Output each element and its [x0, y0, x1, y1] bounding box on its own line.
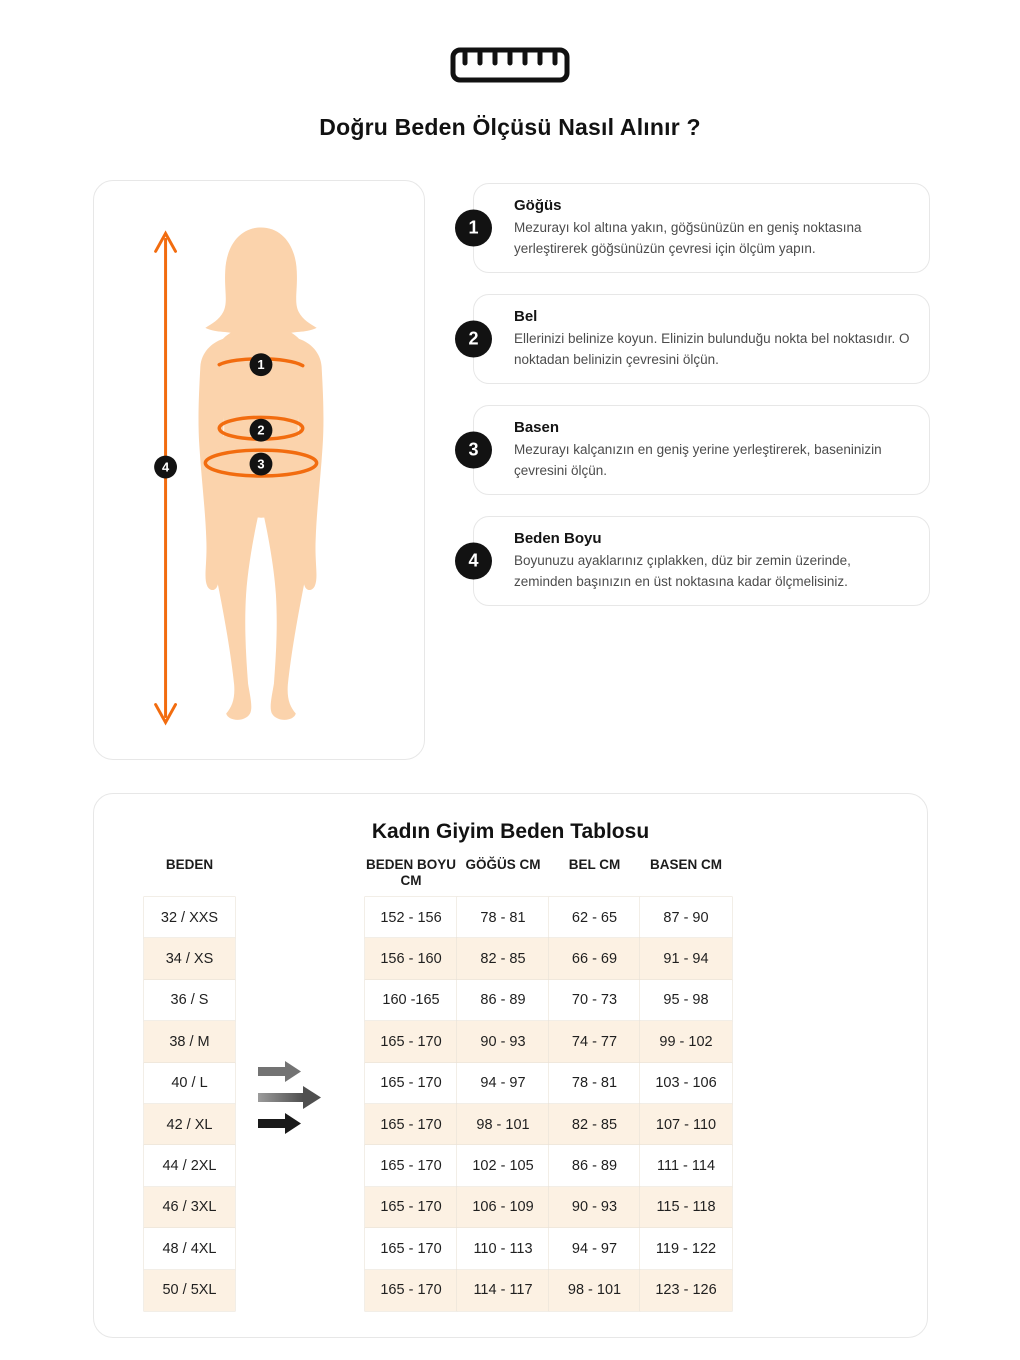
instruction-text: Ellerinizi belinize koyun. Elinizin bulu… — [514, 331, 910, 367]
table-cell: 115 - 118 — [640, 1186, 732, 1229]
table-cell: 78 - 81 — [549, 1062, 640, 1104]
table-cell: 44 / 2XL — [144, 1145, 235, 1187]
number-badge: 4 — [455, 542, 492, 580]
table-row: 32 / XXS 152 - 156 78 - 81 62 - 65 87 - 90 — [144, 897, 732, 939]
column-header-gogus: GÖĞÜS CM — [465, 857, 541, 872]
table-cell: 48 / 4XL — [144, 1228, 235, 1270]
instruction-card-beden-boyu: 4 Beden Boyu Boyunuzu ayaklarınız çıplak… — [455, 516, 930, 606]
table-cell: 98 - 101 — [457, 1103, 549, 1146]
table-row: 40 / L 165 - 170 94 - 97 78 - 81 103 - 106 — [144, 1062, 732, 1104]
instruction-text: Mezurayı kalçanızın en geniş yerine yerl… — [514, 442, 882, 478]
figure-badges: 1 2 3 4 — [154, 353, 273, 479]
table-cell: 95 - 98 — [640, 979, 732, 1022]
table-cell: 62 - 65 — [549, 897, 640, 939]
table-cell: 102 - 105 — [457, 1145, 549, 1187]
figure-badge-2: 2 — [257, 423, 264, 438]
table-cell: 119 - 122 — [640, 1228, 732, 1270]
table-cell: 111 - 114 — [640, 1145, 732, 1187]
table-cell: 74 - 77 — [549, 1021, 640, 1063]
table-cell: 40 / L — [144, 1062, 235, 1104]
table-cell: 36 / S — [144, 979, 235, 1022]
table-cell: 86 - 89 — [457, 979, 549, 1022]
instruction-title: Bel — [514, 308, 538, 326]
table-row: 48 / 4XL 165 - 170 110 - 113 94 - 97 119 - 1… — [144, 1228, 732, 1270]
size-table: BEDEN BEDEN BOYU CM GÖĞÜS CM BEL CM BASE… — [144, 855, 732, 1311]
table-cell: 91 - 94 — [640, 938, 732, 980]
column-header-beden-boyu: BEDEN BOYU CM — [365, 857, 456, 889]
page-title: Doğru Beden Ölçüsü Nasıl Alınır ? — [319, 114, 701, 140]
table-cell: 165 - 170 — [365, 1021, 457, 1063]
table-cell: 165 - 170 — [365, 1186, 457, 1229]
table-cell: 165 - 170 — [365, 1145, 457, 1187]
table-cell: 32 / XXS — [144, 897, 235, 939]
table-row: 36 / S 160 -165 86 - 89 70 - 73 95 - 98 — [144, 979, 732, 1022]
hip-measure-ellipse — [203, 448, 319, 478]
table-cell: 82 - 85 — [457, 938, 549, 980]
instruction-title: Beden Boyu — [514, 530, 602, 548]
table-row: 50 / 5XL 165 - 170 114 - 117 98 - 101 123 - … — [144, 1269, 732, 1311]
figure-badge-3: 3 — [257, 457, 264, 472]
table-cell: 50 / 5XL — [144, 1269, 235, 1311]
figure-badge-1: 1 — [257, 357, 264, 372]
size-table-title: Kadın Giyim Beden Tablosu — [371, 820, 650, 843]
table-cell: 90 - 93 — [457, 1021, 549, 1063]
table-cell: 165 - 170 — [365, 1269, 457, 1311]
table-cell: 156 - 160 — [365, 938, 457, 980]
table-row: 38 / M 165 - 170 90 - 93 74 - 77 99 - 102 — [144, 1021, 732, 1063]
instruction-text: Boyunuzu ayaklarınız çıplakken, düz bir … — [514, 553, 851, 589]
table-cell: 110 - 113 — [457, 1228, 549, 1270]
table-cell: 86 - 89 — [549, 1145, 640, 1187]
body-silhouette-illustration: 1 2 3 4 — [154, 227, 324, 726]
table-cell: 34 / XS — [144, 938, 235, 980]
table-row: 46 / 3XL 165 - 170 106 - 109 90 - 93 115 - 1… — [144, 1186, 732, 1229]
table-cell: 98 - 101 — [549, 1269, 640, 1311]
measurement-instructions: 1 Göğüs Mezurayı kol altına yakın, göğsü… — [455, 183, 930, 627]
table-cell: 165 - 170 — [365, 1228, 457, 1270]
table-row: 34 / XS 156 - 160 82 - 85 66 - 69 91 - 94 — [144, 938, 732, 980]
table-cell: 66 - 69 — [549, 938, 640, 980]
table-cell: 38 / M — [144, 1021, 235, 1063]
right-arrows-icon — [258, 1058, 342, 1141]
table-cell: 165 - 170 — [365, 1062, 457, 1104]
number-badge: 3 — [455, 431, 492, 469]
table-cell: 42 / XL — [144, 1103, 235, 1146]
instruction-title: Göğüs — [514, 197, 562, 215]
table-cell: 94 - 97 — [457, 1062, 549, 1104]
table-cell: 90 - 93 — [549, 1186, 640, 1229]
table-cell: 99 - 102 — [640, 1021, 732, 1063]
instruction-title: Basen — [514, 419, 560, 437]
table-cell: 114 - 117 — [457, 1269, 549, 1311]
table-cell: 103 - 106 — [640, 1062, 732, 1104]
number-badge: 1 — [455, 209, 492, 247]
table-cell: 46 / 3XL — [144, 1186, 235, 1229]
table-cell: 78 - 81 — [457, 897, 549, 939]
table-cell: 107 - 110 — [640, 1103, 732, 1146]
number-badge: 2 — [455, 320, 492, 358]
column-header-bel: BEL CM — [568, 857, 621, 872]
instruction-card-bel: 2 Bel Ellerinizi belinize koyun. Elinizi… — [455, 294, 930, 384]
table-cell: 82 - 85 — [549, 1103, 640, 1146]
table-cell: 165 - 170 — [365, 1103, 457, 1146]
table-cell: 123 - 126 — [640, 1269, 732, 1311]
instruction-card-basen: 3 Basen Mezurayı kalçanızın en geniş yer… — [455, 405, 930, 495]
figure-badge-4: 4 — [162, 459, 170, 474]
column-header-beden: BEDEN — [165, 857, 214, 872]
table-body: 32 / XXS 152 - 156 78 - 81 62 - 65 87 - 90 34… — [144, 897, 732, 1311]
table-row: 42 / XL 165 - 170 98 - 101 82 - 85 107 - 110 — [144, 1103, 732, 1146]
table-cell: 87 - 90 — [640, 897, 732, 939]
table-header-row: BEDEN BEDEN BOYU CM GÖĞÜS CM BEL CM BASE… — [144, 855, 732, 897]
ruler-icon — [0, 47, 1020, 83]
table-cell: 70 - 73 — [549, 979, 640, 1022]
table-cell: 94 - 97 — [549, 1228, 640, 1270]
instruction-text: Mezurayı kol altına yakın, göğsünüzün en… — [514, 220, 862, 256]
table-row: 44 / 2XL 165 - 170 102 - 105 86 - 89 111 - 1… — [144, 1145, 732, 1187]
instruction-card-gogus: 1 Göğüs Mezurayı kol altına yakın, göğsü… — [455, 183, 930, 273]
table-cell: 106 - 109 — [457, 1186, 549, 1229]
column-header-basen: BASEN CM — [649, 857, 722, 872]
body-measurement-figure: 1 2 3 4 — [93, 180, 425, 760]
table-cell: 160 -165 — [365, 979, 457, 1022]
table-cell: 152 - 156 — [365, 897, 457, 939]
